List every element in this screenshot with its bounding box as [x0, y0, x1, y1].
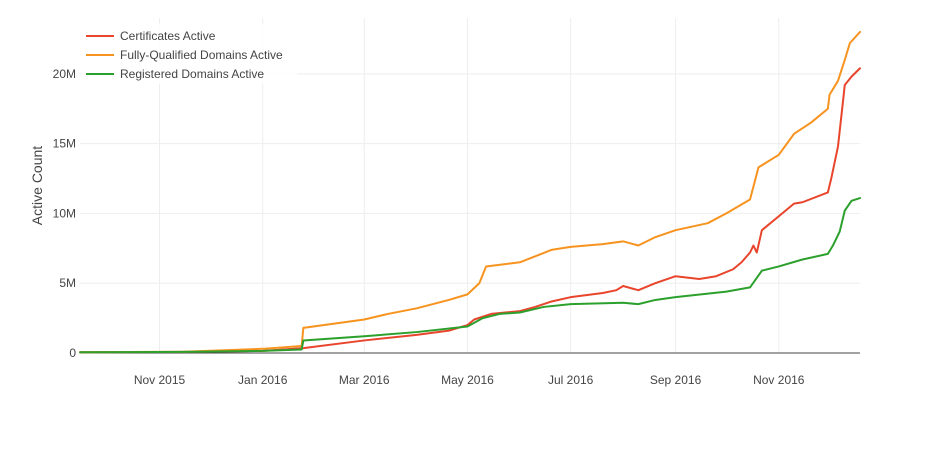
legend-label: Certificates Active: [120, 29, 216, 43]
series-lines: [79, 30, 861, 354]
legend-item[interactable]: Fully-Qualified Domains Active: [86, 48, 283, 62]
legend-label: Fully-Qualified Domains Active: [120, 48, 283, 62]
y-axis-tick-labels: 0 5M 10M 15M 20M: [53, 67, 77, 360]
x-tick-label: Jul 2016: [548, 373, 594, 387]
legend-label: Registered Domains Active: [120, 67, 264, 81]
y-tick-label: 20M: [53, 67, 76, 81]
y-tick-label: 15M: [53, 137, 76, 151]
legend-background: [82, 24, 297, 84]
x-tick-label: Sep 2016: [650, 373, 702, 387]
x-tick-label: May 2016: [441, 373, 494, 387]
y-tick-label: 5M: [59, 276, 76, 290]
y-axis-title: Active Count: [29, 146, 45, 225]
legend-item[interactable]: Certificates Active: [86, 29, 216, 43]
y-tick-label: 10M: [53, 206, 76, 220]
series-line-2: [79, 30, 861, 354]
legend-item[interactable]: Registered Domains Active: [86, 67, 264, 81]
x-axis-tick-labels: Nov 2015 Jan 2016 Mar 2016 May 2016 Jul 2016…: [134, 373, 805, 387]
y-grid: [80, 73, 860, 284]
x-tick-label: Nov 2015: [134, 373, 186, 387]
y-tick-label: 0: [69, 346, 76, 360]
x-tick-label: Nov 2016: [753, 373, 805, 387]
series-line-3: [79, 197, 861, 354]
series-line-1: [79, 67, 861, 354]
x-tick-label: Mar 2016: [339, 373, 390, 387]
legend[interactable]: Certificates Active Fully-Qualified Domai…: [82, 24, 304, 84]
x-tick-label: Jan 2016: [238, 373, 288, 387]
